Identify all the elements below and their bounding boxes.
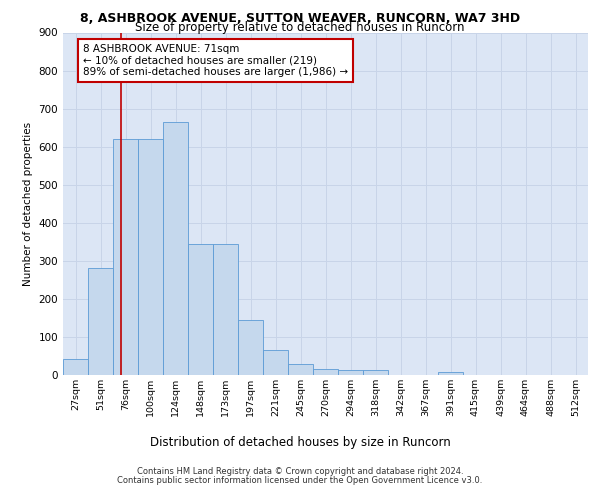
Bar bbox=[263, 350, 288, 375]
Text: 8 ASHBROOK AVENUE: 71sqm
← 10% of detached houses are smaller (219)
89% of semi-: 8 ASHBROOK AVENUE: 71sqm ← 10% of detach… bbox=[83, 44, 348, 77]
Bar bbox=[238, 320, 263, 375]
Bar bbox=[288, 364, 313, 375]
Bar bbox=[163, 122, 188, 375]
Text: Distribution of detached houses by size in Runcorn: Distribution of detached houses by size … bbox=[149, 436, 451, 449]
Bar bbox=[363, 370, 388, 375]
Bar bbox=[213, 244, 238, 375]
Bar bbox=[113, 139, 138, 375]
Bar bbox=[63, 359, 88, 375]
Bar bbox=[88, 268, 113, 375]
Bar bbox=[188, 244, 213, 375]
Text: Size of property relative to detached houses in Runcorn: Size of property relative to detached ho… bbox=[135, 22, 465, 35]
Text: 8, ASHBROOK AVENUE, SUTTON WEAVER, RUNCORN, WA7 3HD: 8, ASHBROOK AVENUE, SUTTON WEAVER, RUNCO… bbox=[80, 12, 520, 24]
Text: Contains HM Land Registry data © Crown copyright and database right 2024.: Contains HM Land Registry data © Crown c… bbox=[137, 467, 463, 476]
Bar bbox=[138, 139, 163, 375]
Text: Contains public sector information licensed under the Open Government Licence v3: Contains public sector information licen… bbox=[118, 476, 482, 485]
Bar bbox=[438, 372, 463, 375]
Bar bbox=[338, 370, 363, 375]
Bar bbox=[313, 370, 338, 375]
Y-axis label: Number of detached properties: Number of detached properties bbox=[23, 122, 33, 286]
